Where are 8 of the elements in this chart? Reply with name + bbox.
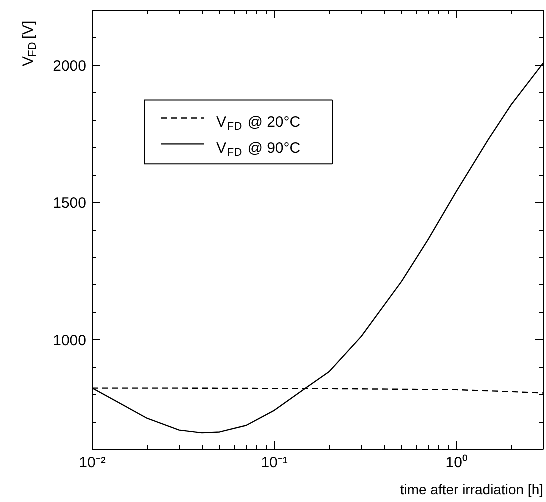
y-tick-label: 1500 xyxy=(53,195,87,212)
x-tick-label: 10⁻² xyxy=(79,454,106,472)
x-tick-label: 10⁻¹ xyxy=(261,454,288,472)
y-axis-title: VFD [V] xyxy=(20,20,39,66)
y-tick-label: 2000 xyxy=(53,58,87,75)
y-tick-label: 1000 xyxy=(53,332,87,350)
x-tick-label: 10⁰ xyxy=(446,454,468,472)
x-axis-title: time after irradiation [h] xyxy=(400,482,544,498)
